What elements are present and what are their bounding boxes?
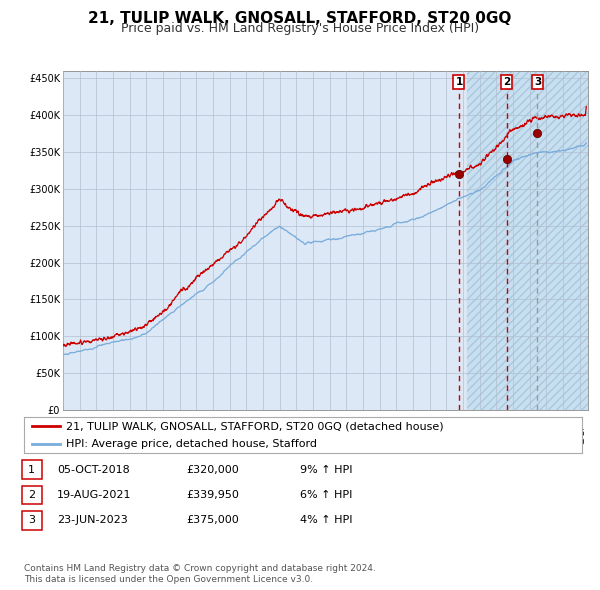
Text: 02
20: 02 20 (175, 429, 185, 447)
Text: 2: 2 (503, 77, 511, 87)
Text: 07
20: 07 20 (257, 429, 268, 447)
Text: 9% ↑ HPI: 9% ↑ HPI (300, 465, 353, 474)
Text: 06
20: 06 20 (241, 429, 251, 447)
Text: 11
20: 11 20 (325, 429, 335, 447)
Text: 14
20: 14 20 (374, 429, 385, 447)
Text: 08
20: 08 20 (274, 429, 285, 447)
Text: 15
20: 15 20 (391, 429, 401, 447)
Text: £375,000: £375,000 (186, 516, 239, 525)
Text: 98
19: 98 19 (107, 429, 118, 447)
Text: 6% ↑ HPI: 6% ↑ HPI (300, 490, 352, 500)
Bar (467, 71, 588, 410)
Text: 3: 3 (28, 516, 35, 525)
Text: 26
20: 26 20 (574, 429, 585, 447)
Text: 23-JUN-2023: 23-JUN-2023 (57, 516, 128, 525)
Text: 19
20: 19 20 (458, 429, 468, 447)
Text: 23
20: 23 20 (524, 429, 535, 447)
Text: 21, TULIP WALK, GNOSALL, STAFFORD, ST20 0GQ (detached house): 21, TULIP WALK, GNOSALL, STAFFORD, ST20 … (66, 421, 443, 431)
Text: Price paid vs. HM Land Registry's House Price Index (HPI): Price paid vs. HM Land Registry's House … (121, 22, 479, 35)
Text: 04
20: 04 20 (208, 429, 218, 447)
Text: 95
19: 95 19 (58, 429, 68, 447)
Text: 12
20: 12 20 (341, 429, 352, 447)
Text: £339,950: £339,950 (186, 490, 239, 500)
Text: 21, TULIP WALK, GNOSALL, STAFFORD, ST20 0GQ: 21, TULIP WALK, GNOSALL, STAFFORD, ST20 … (88, 11, 512, 25)
Text: 1: 1 (455, 77, 463, 87)
Text: 05
20: 05 20 (224, 429, 235, 447)
Text: 20
20: 20 20 (475, 429, 485, 447)
Text: 24
20: 24 20 (541, 429, 551, 447)
Bar (467, 71, 588, 410)
Text: 00
20: 00 20 (141, 429, 152, 447)
Text: 21
20: 21 20 (491, 429, 502, 447)
Text: 03
20: 03 20 (191, 429, 202, 447)
Text: 2: 2 (28, 490, 35, 500)
Text: 09
20: 09 20 (291, 429, 302, 447)
Text: 18
20: 18 20 (441, 429, 452, 447)
Text: 05-OCT-2018: 05-OCT-2018 (57, 465, 130, 474)
Text: 99
19: 99 19 (124, 429, 135, 447)
Text: 01
20: 01 20 (158, 429, 168, 447)
Text: 16
20: 16 20 (407, 429, 418, 447)
Text: 1: 1 (28, 465, 35, 474)
Text: 13
20: 13 20 (358, 429, 368, 447)
Text: 17
20: 17 20 (424, 429, 435, 447)
Text: 22
20: 22 20 (508, 429, 518, 447)
Text: 97
19: 97 19 (91, 429, 101, 447)
Text: HPI: Average price, detached house, Stafford: HPI: Average price, detached house, Staf… (66, 439, 317, 449)
Text: 3: 3 (534, 77, 541, 87)
Text: £320,000: £320,000 (186, 465, 239, 474)
Text: 96
19: 96 19 (74, 429, 85, 447)
Text: Contains HM Land Registry data © Crown copyright and database right 2024.: Contains HM Land Registry data © Crown c… (24, 565, 376, 573)
Text: 25
20: 25 20 (558, 429, 568, 447)
Text: 10
20: 10 20 (308, 429, 318, 447)
Text: 4% ↑ HPI: 4% ↑ HPI (300, 516, 353, 525)
Text: 19-AUG-2021: 19-AUG-2021 (57, 490, 131, 500)
Text: This data is licensed under the Open Government Licence v3.0.: This data is licensed under the Open Gov… (24, 575, 313, 584)
